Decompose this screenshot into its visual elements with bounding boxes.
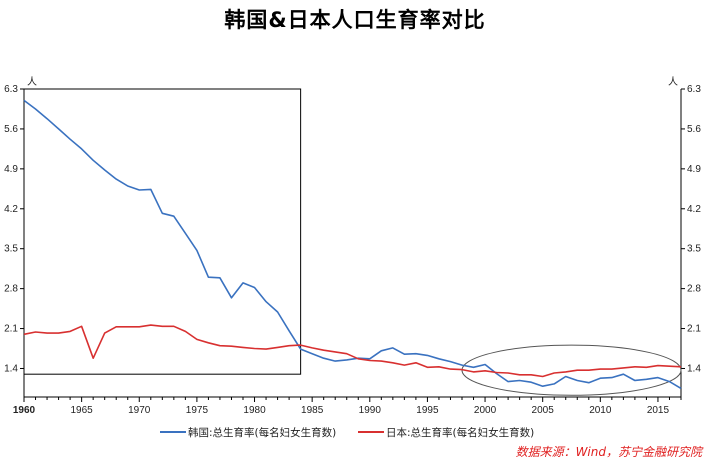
y-tick-label-right: 4.2 [687,204,701,215]
x-tick-label: 1975 [186,405,209,416]
y-tick-label-left: 3.5 [4,244,18,255]
x-tick-label: 1970 [128,405,151,416]
x-tick-label: 1980 [243,405,266,416]
chart-title: 韩国&日本人口生育率对比 [224,8,486,32]
x-tick-label: 2000 [474,405,497,416]
y-tick-label-right: 1.4 [687,363,701,374]
legend: 韩国:总生育率(每名妇女生育数) 日本:总生育率(每名妇女生育数) [160,426,534,439]
series-line-korea [23,99,682,390]
legend-label-korea: 韩国:总生育率(每名妇女生育数) [188,426,336,439]
x-tick-label: 1995 [416,405,439,416]
y-tick-label-left: 1.4 [4,363,18,374]
y-tick-label-right: 2.8 [687,284,701,295]
highlight-rectangle [23,88,302,375]
y-tick-label-left: 4.9 [4,164,18,175]
source-note: 数据来源：Wind，苏宁金融研究院 [515,445,702,459]
y-tick-label-right: 5.6 [687,124,701,135]
y-tick-label-left: 2.8 [4,284,18,295]
unit-label-right: 人 [668,76,678,88]
y-tick-label-left: 4.2 [4,204,18,215]
series-line-japan [23,324,682,378]
y-tick-label-left: 6.3 [4,84,18,95]
series-layer [23,99,682,390]
y-tick-label-left: 5.6 [4,124,18,135]
unit-label-left: 人 [27,76,37,88]
x-tick-label: 1990 [359,405,382,416]
y-tick-label-right: 3.5 [687,244,701,255]
axes: 人 人 1.4 1.4 2.1 2.1 2.8 2.8 3.5 3.5 4.2 4.2 4.9 4.9 5.… [4,76,701,416]
y-tick-label-right: 4.9 [687,164,701,175]
x-tick-label: 2010 [589,405,612,416]
y-tick-label-right: 2.1 [687,324,701,335]
highlight-ellipse [461,344,682,396]
x-tick-label: 2005 [532,405,555,416]
legend-label-japan: 日本:总生育率(每名妇女生育数) [386,426,534,439]
x-tick-label: 1960 [13,405,36,416]
annotations [23,88,682,396]
x-tick-label: 1985 [301,405,324,416]
x-tick-label: 2015 [647,405,670,416]
y-tick-label-left: 2.1 [4,324,18,335]
x-tick-label: 1965 [71,405,94,416]
y-tick-label-right: 6.3 [687,84,701,95]
